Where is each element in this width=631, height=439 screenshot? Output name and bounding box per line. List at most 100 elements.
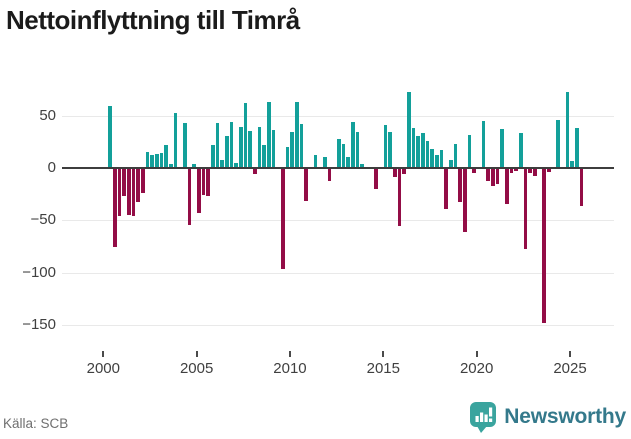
positive-bar (416, 135, 421, 168)
positive-bar (267, 102, 271, 168)
positive-bar (411, 128, 416, 168)
x-axis-tick-label: 2025 (553, 360, 587, 377)
positive-bar (183, 123, 187, 168)
gridline (62, 273, 614, 274)
positive-bar (192, 163, 197, 168)
negative-bar (458, 168, 463, 202)
positive-bar (108, 106, 113, 168)
negative-bar (113, 168, 117, 247)
negative-bar (141, 168, 145, 194)
positive-bar (351, 121, 355, 168)
negative-bar (304, 168, 309, 201)
y-axis-tick-label: 50 (39, 107, 56, 124)
negative-bar (397, 168, 402, 226)
positive-bar (220, 159, 225, 168)
positive-bar (388, 132, 393, 168)
negative-bar (117, 168, 122, 217)
positive-bar (323, 156, 327, 168)
negative-bar (393, 168, 397, 178)
newsworthy-branding: Newsworthy (469, 400, 626, 434)
negative-bar (327, 168, 332, 181)
negative-bar (197, 168, 201, 213)
positive-bar (341, 143, 346, 168)
negative-bar (491, 168, 495, 186)
negative-bar (495, 168, 500, 184)
positive-bar (169, 163, 173, 168)
negative-bar (201, 168, 206, 196)
positive-bar (225, 135, 229, 168)
positive-bar (150, 155, 155, 168)
y-axis-tick-label: −150 (22, 316, 56, 333)
x-axis-tick (475, 351, 478, 357)
positive-bar (159, 153, 164, 168)
negative-bar (463, 168, 467, 232)
gridline (62, 325, 614, 326)
negative-bar (374, 168, 379, 189)
positive-bar (290, 132, 295, 168)
positive-bar (155, 154, 159, 168)
negative-bar (542, 168, 547, 323)
positive-bar (211, 145, 215, 168)
positive-bar (313, 155, 318, 168)
source-note: Källa: SCB (3, 416, 69, 431)
negative-bar (533, 168, 537, 177)
positive-bar (271, 130, 276, 168)
positive-bar (407, 91, 411, 168)
positive-bar (173, 112, 178, 168)
x-axis-tick-label: 2015 (366, 360, 400, 377)
x-axis-tick-label: 2020 (459, 360, 494, 377)
positive-bar (575, 128, 579, 168)
negative-bar (514, 168, 519, 172)
x-axis-tick-label: 2005 (179, 360, 214, 377)
y-axis-tick-label: 0 (47, 159, 56, 176)
positive-bar (421, 133, 425, 168)
negative-bar (523, 168, 528, 249)
y-axis-tick-label: −100 (22, 264, 56, 281)
positive-bar (295, 102, 299, 168)
positive-bar (299, 124, 304, 168)
negative-bar (472, 168, 477, 174)
positive-bar (229, 121, 234, 168)
negative-bar (579, 168, 584, 206)
positive-bar (467, 134, 472, 168)
positive-bar (481, 120, 486, 168)
positive-bar (215, 123, 220, 168)
positive-bar (248, 131, 253, 168)
negative-bar (187, 168, 192, 225)
positive-bar (565, 91, 570, 168)
positive-bar (435, 155, 439, 168)
x-axis-tick-label: 2000 (86, 360, 120, 377)
positive-bar (239, 127, 243, 168)
negative-bar (253, 168, 257, 175)
positive-bar (346, 156, 351, 168)
positive-bar (234, 162, 239, 168)
x-axis-tick (382, 351, 385, 357)
newsworthy-logo-icon (469, 401, 497, 434)
x-axis-tick (195, 351, 198, 357)
negative-bar (131, 168, 136, 217)
negative-bar (486, 168, 491, 181)
negative-bar (402, 168, 407, 175)
chart-title: Nettoinflyttning till Timrå (6, 5, 300, 35)
negative-bar (505, 168, 509, 204)
positive-bar (262, 145, 267, 168)
negative-bar (528, 168, 533, 174)
positive-bar (449, 159, 453, 168)
negative-bar (509, 168, 514, 174)
positive-bar (425, 140, 430, 168)
positive-bar (257, 127, 262, 168)
negative-bar (444, 168, 449, 209)
positive-bar (500, 129, 505, 168)
x-axis-tick (288, 351, 291, 357)
newsworthy-wordmark: Newsworthy (504, 405, 626, 428)
gridline (62, 116, 614, 117)
negative-bar (206, 168, 211, 197)
negative-bar (127, 168, 131, 216)
y-axis-tick-label: −50 (30, 211, 56, 228)
positive-bar (145, 152, 150, 168)
positive-bar (570, 160, 575, 168)
positive-bar (519, 133, 523, 168)
positive-bar (355, 132, 360, 168)
